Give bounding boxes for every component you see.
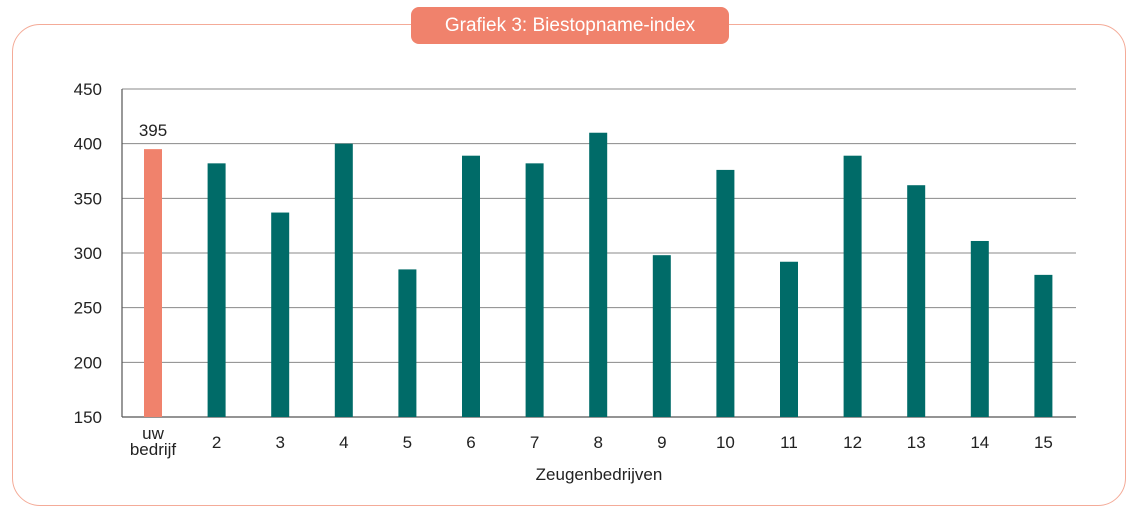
x-tick-label: 11: [780, 433, 798, 452]
y-tick-label: 300: [74, 244, 102, 263]
bar: [907, 185, 926, 417]
x-tick-label: 6: [466, 433, 475, 452]
bar: [462, 155, 480, 417]
data-labels: 395: [139, 121, 167, 140]
bar: [271, 212, 290, 417]
bar: [780, 261, 798, 417]
x-tick-label: 2: [212, 433, 221, 452]
bar: [334, 143, 353, 417]
x-tick-label: 12: [843, 433, 862, 452]
bar: [1034, 274, 1053, 417]
x-tick-label: 14: [970, 433, 989, 452]
x-tick-label: 5: [403, 433, 412, 452]
x-tick-label: bedrijf: [130, 440, 177, 459]
y-tick-label: 450: [74, 80, 102, 99]
bar: [207, 163, 226, 417]
bar: [398, 269, 417, 417]
y-tick-label: 150: [74, 408, 102, 427]
x-tick-label: uw: [142, 424, 164, 443]
x-tick-label: 4: [339, 433, 348, 452]
x-tick-label: 8: [593, 433, 602, 452]
y-tick-label: 350: [74, 189, 102, 208]
bar: [716, 169, 735, 417]
data-label: 395: [139, 121, 167, 140]
bar: [144, 149, 162, 417]
x-tick-label: 15: [1034, 433, 1053, 452]
x-tick-label: 13: [907, 433, 926, 452]
bars: [144, 132, 1053, 417]
bar: [843, 155, 862, 417]
x-axis-label: Zeugenbedrijven: [536, 465, 663, 484]
bar: [970, 240, 989, 417]
x-tick-label: 10: [716, 433, 735, 452]
y-axis-ticks: 150 200 250 300 350 400 450: [74, 80, 102, 427]
y-tick-label: 250: [74, 299, 102, 318]
y-tick-label: 400: [74, 135, 102, 154]
x-tick-label: 9: [657, 433, 666, 452]
bar: [589, 132, 608, 417]
bar: [652, 255, 671, 417]
x-tick-label: 3: [275, 433, 284, 452]
bar: [525, 163, 544, 417]
y-tick-label: 200: [74, 353, 102, 372]
chart-title: Grafiek 3: Biestopname-index: [411, 7, 729, 44]
x-tick-label: 7: [530, 433, 539, 452]
